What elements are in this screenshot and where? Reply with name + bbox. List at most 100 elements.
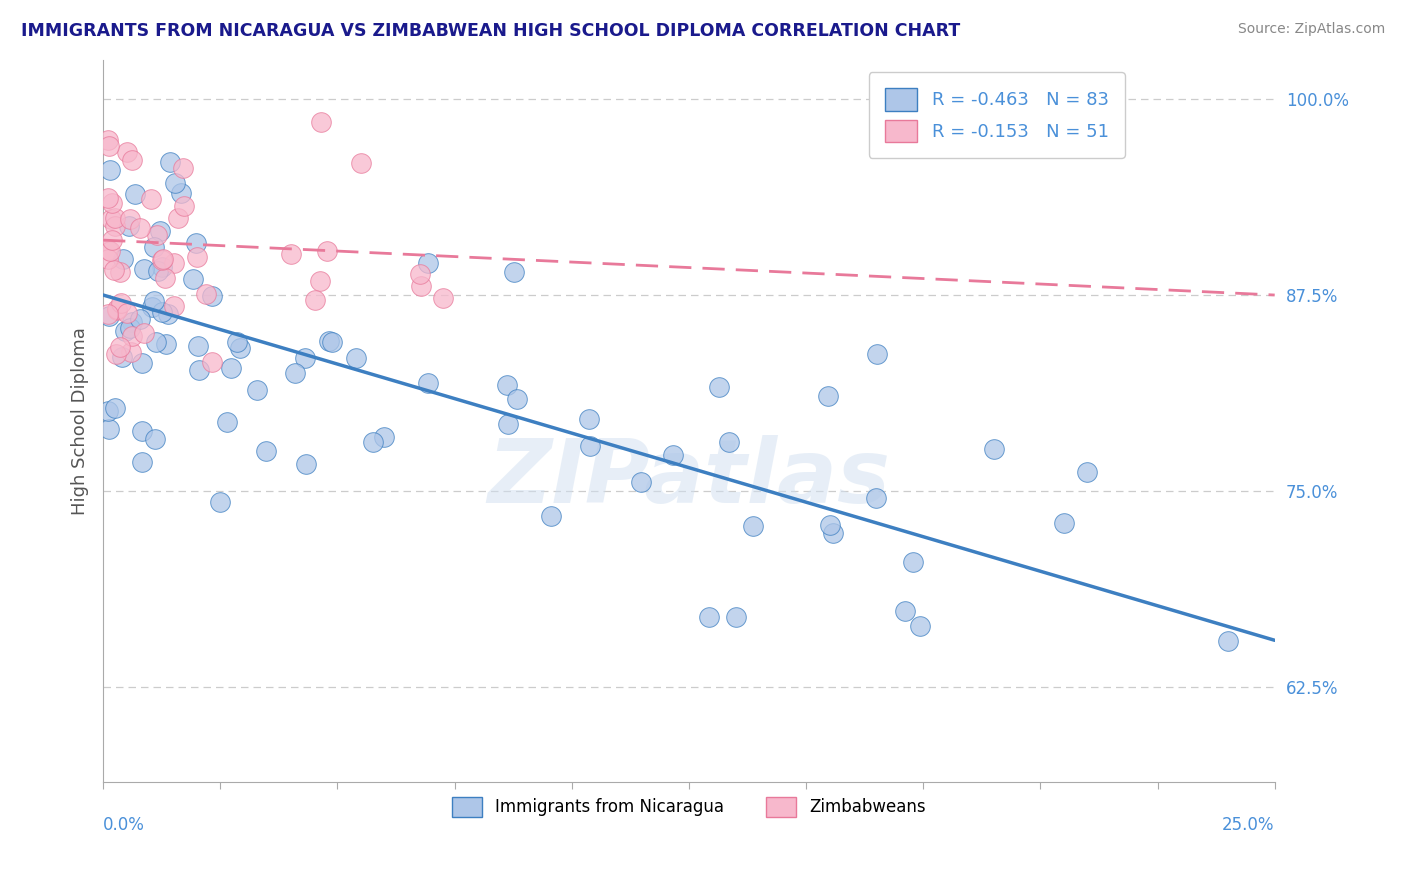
Point [128, 312, 150, 326]
Point [139, 192, 162, 206]
Point [150, 260, 173, 274]
Text: Source: ZipAtlas.com: Source: ZipAtlas.com [1237, 22, 1385, 37]
Point [104, 219, 127, 233]
Point [505, 392, 527, 406]
Point [502, 265, 524, 279]
Point [163, 176, 186, 190]
Point [578, 412, 600, 426]
Point [309, 274, 332, 288]
Point [254, 444, 277, 458]
Point [167, 211, 190, 225]
Point [496, 417, 519, 432]
Y-axis label: High School Diploma: High School Diploma [72, 326, 89, 515]
Point [155, 337, 177, 351]
Point [115, 305, 138, 319]
Point [344, 351, 367, 365]
Point [159, 155, 181, 169]
Point [97, 190, 120, 204]
Point [630, 475, 652, 490]
Point [200, 289, 222, 303]
Point [215, 415, 238, 429]
Point [98, 422, 121, 436]
Point [983, 442, 1005, 456]
Point [110, 295, 132, 310]
Point [1076, 465, 1098, 479]
Point [101, 195, 124, 210]
Point [121, 153, 143, 168]
Point [697, 610, 720, 624]
Text: 25.0%: 25.0% [1222, 816, 1275, 834]
Point [219, 360, 242, 375]
Point [304, 293, 326, 307]
Point [97, 243, 120, 257]
Point [194, 287, 217, 301]
Point [141, 300, 163, 314]
Point [97, 307, 120, 321]
Point [97, 252, 120, 267]
Point [104, 401, 127, 415]
Point [284, 366, 307, 380]
Point [186, 250, 208, 264]
Point [104, 211, 127, 226]
Point [143, 240, 166, 254]
Point [894, 604, 917, 618]
Point [121, 315, 143, 329]
Point [97, 133, 120, 147]
Point [142, 293, 165, 308]
Point [173, 199, 195, 213]
Point [153, 271, 176, 285]
Point [187, 339, 209, 353]
Point [103, 263, 125, 277]
Point [131, 455, 153, 469]
Point [118, 212, 141, 227]
Point [145, 227, 167, 242]
Point [124, 187, 146, 202]
Point [818, 518, 841, 533]
Point [311, 114, 333, 128]
Point [579, 439, 602, 453]
Point [318, 334, 340, 348]
Point [100, 212, 122, 227]
Point [98, 162, 121, 177]
Point [418, 376, 440, 390]
Point [157, 307, 180, 321]
Point [280, 247, 302, 261]
Point [350, 156, 373, 170]
Point [225, 334, 247, 349]
Point [865, 346, 887, 360]
Point [105, 302, 128, 317]
Text: IMMIGRANTS FROM NICARAGUA VS ZIMBABWEAN HIGH SCHOOL DIPLOMA CORRELATION CHART: IMMIGRANTS FROM NICARAGUA VS ZIMBABWEAN … [21, 22, 960, 40]
Point [114, 324, 136, 338]
Point [209, 495, 232, 509]
Point [1216, 634, 1239, 648]
Legend: Immigrants from Nicaragua, Zimbabweans: Immigrants from Nicaragua, Zimbabweans [446, 790, 932, 823]
Point [152, 252, 174, 266]
Point [409, 267, 432, 281]
Point [146, 264, 169, 278]
Point [97, 404, 120, 418]
Point [229, 342, 252, 356]
Point [321, 335, 343, 350]
Point [865, 491, 887, 505]
Point [115, 145, 138, 159]
Point [295, 457, 318, 471]
Point [903, 555, 925, 569]
Text: ZIPatlas: ZIPatlas [488, 434, 890, 522]
Point [97, 310, 120, 324]
Point [132, 261, 155, 276]
Point [201, 355, 224, 369]
Point [294, 351, 316, 365]
Point [495, 378, 517, 392]
Point [316, 244, 339, 258]
Point [149, 224, 172, 238]
Point [150, 305, 173, 319]
Point [717, 434, 740, 449]
Point [432, 291, 454, 305]
Point [128, 220, 150, 235]
Point [361, 434, 384, 449]
Point [246, 383, 269, 397]
Point [418, 256, 440, 270]
Point [118, 219, 141, 234]
Point [97, 139, 120, 153]
Point [120, 345, 142, 359]
